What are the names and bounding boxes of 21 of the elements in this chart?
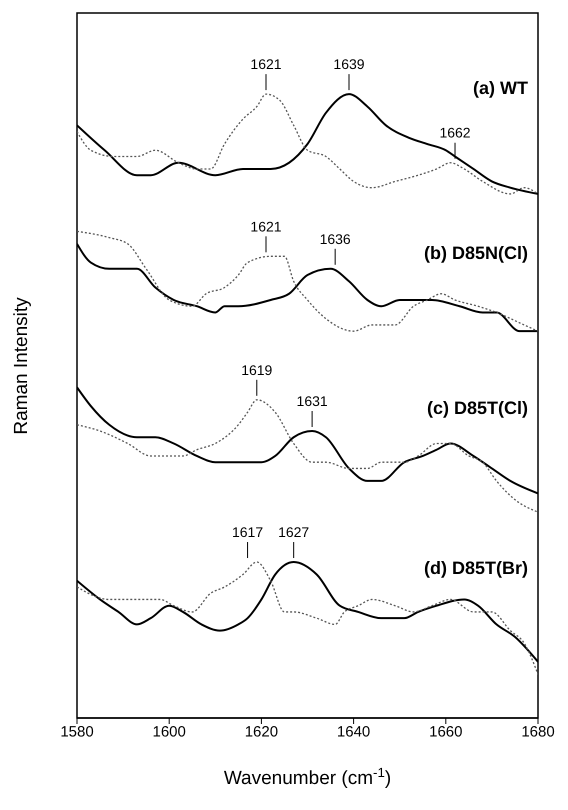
annotation: (d) D85T(Br) — [424, 558, 528, 579]
x-tick-label: 1680 — [521, 724, 555, 741]
annotation: 1662 — [439, 124, 471, 141]
annotation: (c) D85T(Cl) — [426, 398, 528, 419]
x-tick-label: 1620 — [244, 724, 278, 741]
annotation: 1621 — [250, 56, 282, 72]
x-axis-title: Wavenumber (cm$^{-1}$) — [224, 764, 392, 789]
annotation: 1631 — [296, 393, 328, 410]
x-tick-label: 1660 — [429, 724, 462, 741]
annotation: (b) D85N(Cl) — [424, 243, 528, 264]
annotation: 1617 — [232, 524, 264, 540]
x-tick-label: 1600 — [152, 724, 186, 741]
annotation: 1621 — [250, 218, 282, 234]
annotation: 1636 — [320, 230, 351, 247]
annotation: 1619 — [241, 362, 273, 378]
y-axis-title: Raman Intensity — [11, 296, 33, 434]
x-tick-label: 1640 — [336, 724, 370, 741]
annotation: 1627 — [278, 524, 310, 540]
x-tick-label: 1580 — [60, 724, 94, 741]
annotation: 1639 — [333, 56, 365, 72]
annotation: (a) WT — [473, 78, 528, 99]
